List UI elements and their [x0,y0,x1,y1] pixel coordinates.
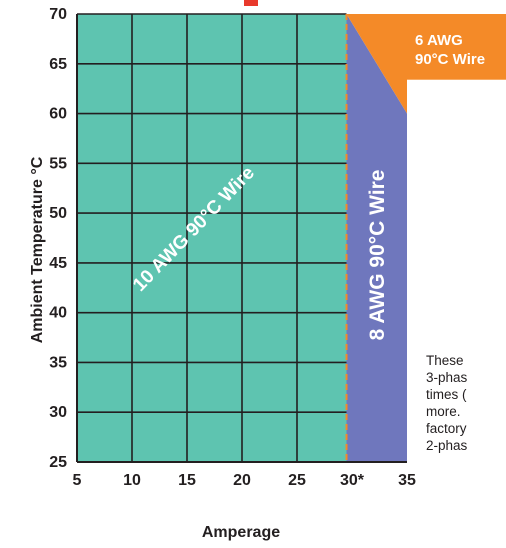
side-note-line: 3-phas [426,370,468,385]
cropped-title-fragment [244,0,258,6]
y-tick-label: 30 [49,404,67,421]
y-axis-title: Ambient Temperature °C [29,156,46,343]
x-tick-label: 25 [288,472,306,489]
side-note-line: 2-phas [426,438,468,453]
region-8awg [346,14,407,462]
y-tick-label: 35 [49,354,67,371]
label-6awg-line1: 6 AWG [415,32,463,49]
side-note-line: times ( [426,387,467,402]
side-note: These 3-phas times ( more. factory 2-pha… [426,352,506,454]
x-axis-title: Amperage [202,524,280,541]
x-tick-label: 5 [73,472,82,489]
x-tick-label: 20 [233,472,251,489]
y-tick-label: 40 [49,305,67,322]
label-6awg-box [407,14,506,80]
x-tick-label: 10 [123,472,141,489]
y-tick-label: 60 [49,106,67,123]
region-6awg [346,14,407,114]
y-tick-label: 70 [49,6,67,23]
y-tick-label: 25 [49,454,67,471]
label-8awg-wire: 8 AWG 90°C Wire [366,170,389,341]
y-tick-label: 65 [49,56,67,73]
x-tick-label: 30* [340,472,365,489]
label-6awg-line2: 90°C Wire [415,51,485,68]
side-note-line: factory [426,421,467,436]
y-tick-label: 55 [49,155,67,172]
region-10awg [77,14,347,462]
x-tick-label: 15 [178,472,196,489]
y-tick-label: 45 [49,255,67,272]
y-tick-label: 50 [49,205,67,222]
side-note-line: more. [426,404,461,419]
side-note-line: These [426,353,464,368]
x-tick-label: 35 [398,472,416,489]
